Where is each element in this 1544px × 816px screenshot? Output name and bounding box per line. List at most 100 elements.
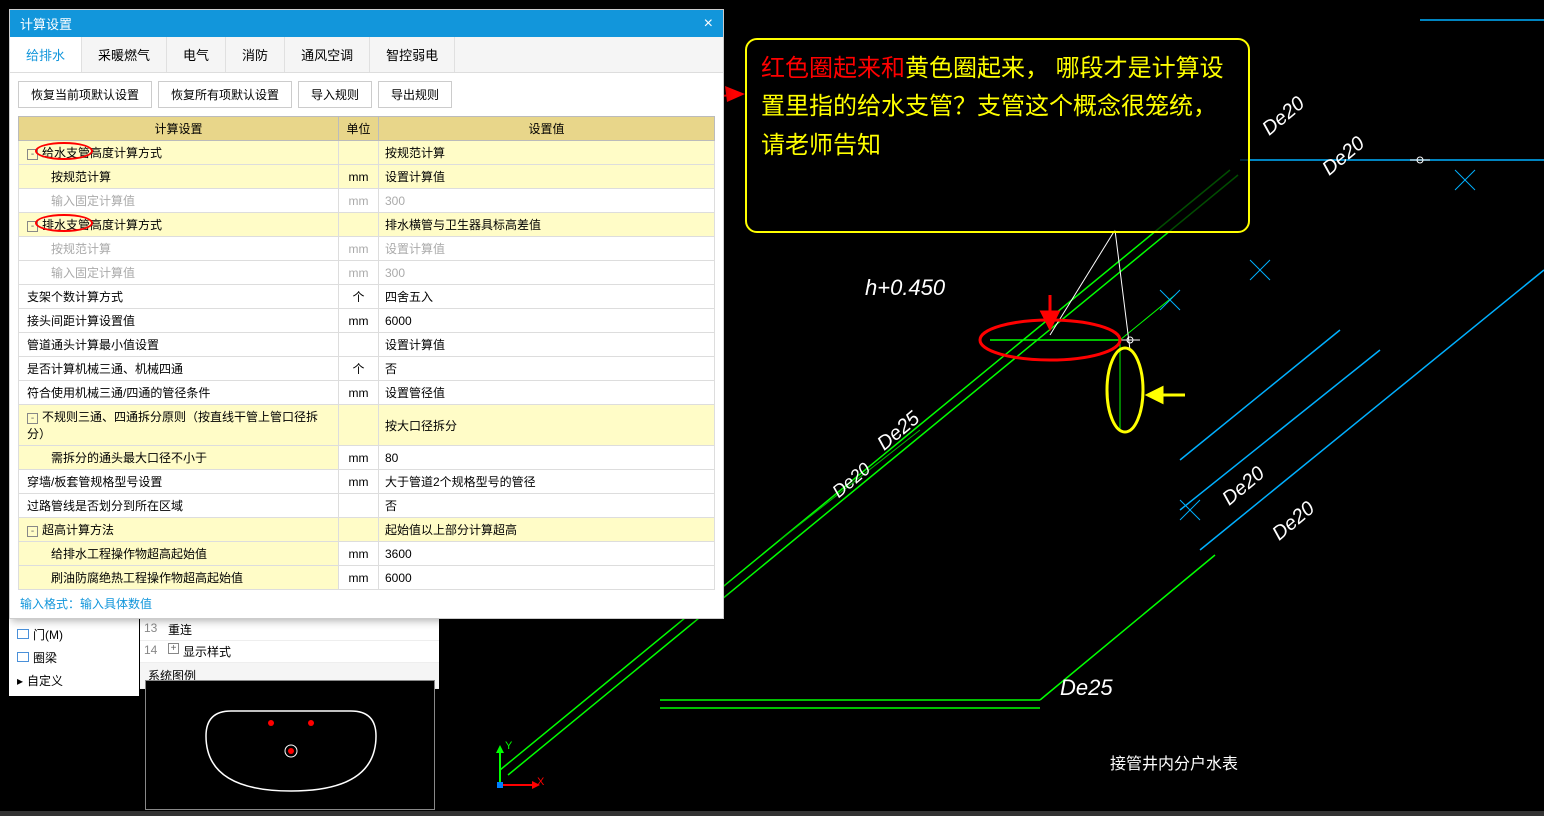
unit-cell: mm [339, 189, 379, 213]
settings-dialog: 计算设置 × 给排水采暖燃气电气消防通风空调智控弱电 恢复当前项默认设置恢复所有… [9, 9, 724, 619]
setting-name: 输入固定计算值 [51, 194, 135, 208]
red-circle-annotation [35, 214, 93, 232]
setting-name: 输入固定计算值 [51, 266, 135, 280]
close-icon[interactable]: × [704, 15, 713, 33]
setting-name: 按规范计算 [51, 170, 111, 184]
table-row[interactable]: 输入固定计算值 mm300 [19, 189, 715, 213]
setting-name: 刷油防腐绝热工程操作物超高起始值 [51, 571, 243, 585]
unit-cell: mm [339, 381, 379, 405]
toolbar-btn-3[interactable]: 导出规则 [378, 81, 452, 108]
setting-name: 不规则三通、四通拆分原则（按直线干管上管口径拆分） [27, 410, 318, 441]
table-row[interactable]: -超高计算方法 起始值以上部分计算超高 [19, 518, 715, 542]
unit-cell [339, 141, 379, 165]
property-row[interactable]: 14+显示样式 [140, 641, 439, 663]
value-cell[interactable]: 排水横管与卫生器具标高差值 [379, 213, 715, 237]
dialog-titlebar[interactable]: 计算设置 × [10, 10, 723, 37]
footer-hint: 输入格式：输入具体数值 [20, 595, 152, 612]
property-row[interactable]: 13重连 [140, 619, 439, 641]
tree-item[interactable]: ▸自定义 [13, 669, 135, 692]
setting-name: 需拆分的通头最大口径不小于 [51, 451, 207, 465]
value-cell[interactable]: 否 [379, 494, 715, 518]
unit-cell: mm [339, 566, 379, 590]
value-cell[interactable]: 否 [379, 357, 715, 381]
tab-1[interactable]: 采暖燃气 [82, 37, 167, 72]
col-header: 计算设置 [19, 117, 339, 141]
tab-4[interactable]: 通风空调 [285, 37, 370, 72]
value-cell[interactable]: 80 [379, 446, 715, 470]
setting-name: 支架个数计算方式 [27, 290, 123, 304]
value-cell[interactable]: 设置管径值 [379, 381, 715, 405]
table-row[interactable]: 支架个数计算方式 个四舍五入 [19, 285, 715, 309]
cad-label-de25-b: De25 [1060, 675, 1113, 701]
expand-icon[interactable]: + [168, 643, 179, 654]
setting-name: 过路管线是否划分到所在区域 [27, 499, 183, 513]
unit-cell: 个 [339, 285, 379, 309]
setting-name: 超高计算方法 [42, 523, 114, 537]
table-row[interactable]: -不规则三通、四通拆分原则（按直线干管上管口径拆分） 按大口径拆分 [19, 405, 715, 446]
cad-label-bottom: 接管井内分户水表 [1110, 750, 1238, 774]
value-cell[interactable]: 6000 [379, 309, 715, 333]
table-row[interactable]: 过路管线是否划分到所在区域 否 [19, 494, 715, 518]
value-cell[interactable]: 设置计算值 [379, 333, 715, 357]
table-row[interactable]: 输入固定计算值mm300 [19, 261, 715, 285]
table-row[interactable]: -给水支管高度计算方式按规范计算 [19, 141, 715, 165]
table-row[interactable]: 管道通头计算最小值设置设置计算值 [19, 333, 715, 357]
value-cell[interactable]: 设置计算值 [379, 165, 715, 189]
tab-5[interactable]: 智控弱电 [370, 37, 455, 72]
tree-toggle-icon[interactable]: - [27, 526, 38, 537]
value-cell[interactable]: 300 [379, 261, 715, 285]
value-cell[interactable]: 四舍五入 [379, 285, 715, 309]
value-cell[interactable]: 6000 [379, 566, 715, 590]
left-tree-panel: 门(M)圈梁▸自定义 [9, 619, 139, 696]
cad-label-h: h+0.450 [865, 275, 945, 301]
table-row[interactable]: 是否计算机械三通、机械四通个否 [19, 357, 715, 381]
table-row[interactable]: 接头间距计算设置值 mm6000 [19, 309, 715, 333]
table-row[interactable]: 穿墙/板套管规格型号设置 mm大于管道2个规格型号的管径 [19, 470, 715, 494]
setting-name: 是否计算机械三通、机械四通 [27, 362, 183, 376]
unit-cell: mm [339, 165, 379, 189]
unit-cell: mm [339, 542, 379, 566]
value-cell[interactable]: 按规范计算 [379, 141, 715, 165]
toolbar-btn-0[interactable]: 恢复当前项默认设置 [18, 81, 152, 108]
table-row[interactable]: 按规范计算mm设置计算值 [19, 237, 715, 261]
value-cell[interactable]: 起始值以上部分计算超高 [379, 518, 715, 542]
annotation-callout: 红色圈起来和黄色圈起来， 哪段才是计算设置里指的给水支管？支管这个概念很笼统，请… [745, 38, 1250, 233]
unit-cell [339, 333, 379, 357]
table-row[interactable]: 按规范计算 mm设置计算值 [19, 165, 715, 189]
setting-name: 给排水工程操作物超高起始值 [51, 547, 207, 561]
setting-name: 按规范计算 [51, 242, 111, 256]
value-cell[interactable]: 按大口径拆分 [379, 405, 715, 446]
settings-table: 计算设置单位设置值 -给水支管高度计算方式按规范计算按规范计算mm设置计算值输入… [18, 116, 715, 590]
tab-0[interactable]: 给排水 [10, 37, 82, 72]
toolbar-btn-2[interactable]: 导入规则 [298, 81, 372, 108]
value-cell[interactable]: 300 [379, 189, 715, 213]
tree-item[interactable]: 门(M) [13, 623, 135, 646]
value-cell[interactable]: 大于管道2个规格型号的管径 [379, 470, 715, 494]
col-header: 单位 [339, 117, 379, 141]
unit-cell [339, 213, 379, 237]
unit-cell [339, 494, 379, 518]
setting-name: 接头间距计算设置值 [27, 314, 135, 328]
red-circle-annotation [35, 142, 93, 160]
table-row[interactable]: -排水支管高度计算方式排水横管与卫生器具标高差值 [19, 213, 715, 237]
tree-toggle-icon[interactable]: - [27, 413, 38, 424]
value-cell[interactable]: 3600 [379, 542, 715, 566]
setting-name: 符合使用机械三通/四通的管径条件 [27, 386, 210, 400]
setting-name: 穿墙/板套管规格型号设置 [27, 475, 162, 489]
table-row[interactable]: 刷油防腐绝热工程操作物超高起始值 mm6000 [19, 566, 715, 590]
table-row[interactable]: 给排水工程操作物超高起始值 mm3600 [19, 542, 715, 566]
table-row[interactable]: 需拆分的通头最大口径不小于 mm80 [19, 446, 715, 470]
table-row[interactable]: 符合使用机械三通/四通的管径条件 mm设置管径值 [19, 381, 715, 405]
tree-item[interactable]: 圈梁 [13, 646, 135, 669]
unit-cell [339, 405, 379, 446]
col-header: 设置值 [379, 117, 715, 141]
value-cell[interactable]: 设置计算值 [379, 237, 715, 261]
unit-cell: mm [339, 309, 379, 333]
tab-3[interactable]: 消防 [226, 37, 285, 72]
unit-cell: mm [339, 470, 379, 494]
property-panel: 13重连14+显示样式 系统图例 [140, 619, 439, 689]
tab-2[interactable]: 电气 [167, 37, 226, 72]
toolbar-btn-1[interactable]: 恢复所有项默认设置 [158, 81, 292, 108]
unit-cell: mm [339, 446, 379, 470]
preview-canvas [145, 680, 435, 810]
